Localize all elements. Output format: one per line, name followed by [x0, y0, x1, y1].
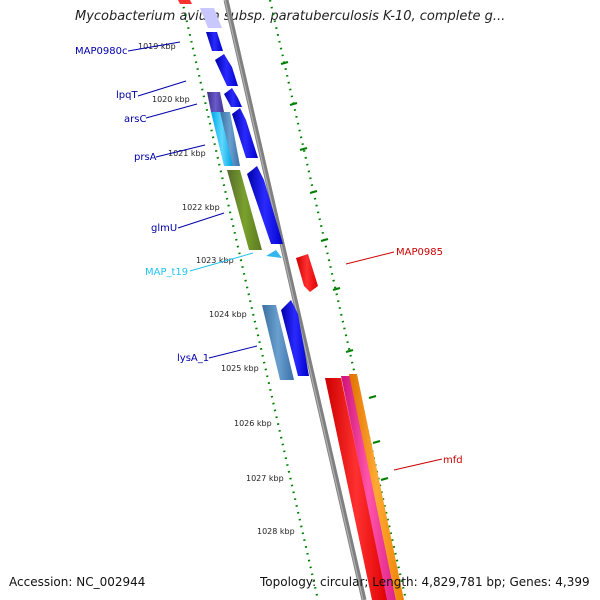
feature-steelblue-lysa [262, 305, 294, 380]
feature-purple [207, 92, 224, 112]
feature-olive [227, 170, 262, 250]
cds-blue [247, 166, 283, 244]
feature-steelblue [220, 112, 240, 166]
scale-label: 1021 kbp [168, 149, 206, 158]
cds-blue [224, 88, 242, 107]
gene-label-map0985: MAP0985 [396, 247, 443, 258]
cds-blue [215, 54, 238, 86]
gene-label-prsa: prsA [134, 152, 157, 163]
genome-title: Mycobacterium avium subsp. paratuberculo… [75, 9, 506, 24]
scale-label: 1026 kbp [234, 419, 272, 428]
cds-blue [232, 108, 258, 158]
gene-label-lpqt: lpqT [116, 90, 138, 101]
cds-blue [206, 32, 223, 51]
scale-label: 1022 kbp [182, 203, 220, 212]
inner-tick-ring [180, 0, 320, 600]
scale-label: 1025 kbp [221, 364, 259, 373]
feature-cyan [211, 112, 233, 166]
feature-top-red [178, 0, 192, 4]
gene-label-map-t19: MAP_t19 [145, 267, 188, 278]
gene-label-map0980c: MAP0980c [75, 46, 127, 57]
feature-mfd-pink [341, 376, 396, 600]
feature-top-partial [200, 8, 222, 28]
scale-label: 1027 kbp [246, 474, 284, 483]
gene-label-arsc: arsC [124, 114, 146, 125]
topology-summary: Topology: circular; Length: 4,829,781 bp… [260, 575, 590, 589]
label-leaders [127, 41, 443, 471]
scale-label: 1023 kbp [196, 256, 234, 265]
outer-major-ticks [280, 60, 389, 482]
cds-blue [281, 300, 309, 376]
scale-label: 1024 kbp [209, 310, 247, 319]
feature-map-t19 [266, 250, 282, 258]
gene-label-glmu: glmU [151, 223, 177, 234]
accession-text: Accession: NC_002944 [9, 575, 146, 589]
feature-mfd-red [325, 378, 388, 600]
feature-mfd-orange [349, 374, 404, 600]
gene-labels: MAP0980c lpqT arsC prsA glmU MAP_t19 lys… [75, 46, 463, 466]
features [178, 0, 404, 600]
gene-label-mfd: mfd [443, 455, 463, 466]
gene-label-lysa-1: lysA_1 [177, 353, 209, 364]
feature-map0985 [296, 254, 318, 292]
outer-tick-ring [268, 0, 408, 600]
scale-label: 1028 kbp [257, 527, 295, 536]
genome-backbone [223, 0, 367, 600]
scale-label: 1020 kbp [152, 95, 190, 104]
